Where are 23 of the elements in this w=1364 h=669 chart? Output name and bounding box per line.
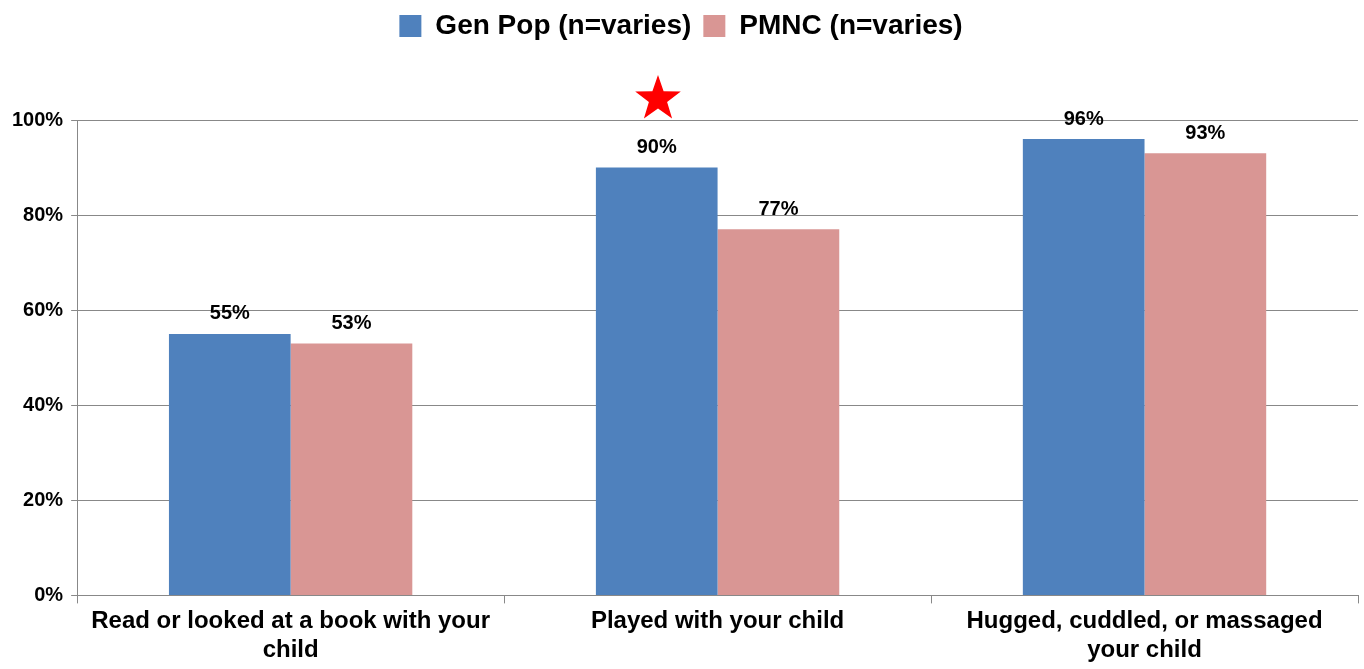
y-tick-label: 100% — [12, 107, 64, 130]
data-label: 55% — [209, 301, 251, 324]
x-tick-label: Played with your child — [590, 606, 845, 634]
y-tick-label: 80% — [23, 202, 64, 225]
data-label: 77% — [758, 196, 799, 219]
legend-label: Gen Pop (n=varies) — [435, 8, 692, 40]
y-tick-label: 0% — [34, 582, 64, 605]
y-tick-label: 60% — [23, 297, 64, 320]
x-tick-label: Hugged, cuddled, or massaged your child — [966, 606, 1323, 663]
data-label: 93% — [1185, 120, 1226, 143]
bar — [290, 343, 413, 595]
legend-label: PMNC (n=varies) — [739, 8, 963, 40]
data-label: 90% — [636, 135, 677, 158]
bar — [595, 167, 718, 595]
bar — [717, 229, 840, 595]
y-tick-label: 20% — [23, 487, 64, 510]
y-tick-label: 40% — [23, 392, 64, 415]
x-tick-label: Read or looked at a book with your child — [91, 606, 490, 663]
data-label: 96% — [1063, 106, 1104, 129]
data-label: 53% — [331, 310, 372, 333]
bar — [168, 333, 291, 595]
bar — [1144, 153, 1267, 595]
bar — [1022, 139, 1145, 595]
